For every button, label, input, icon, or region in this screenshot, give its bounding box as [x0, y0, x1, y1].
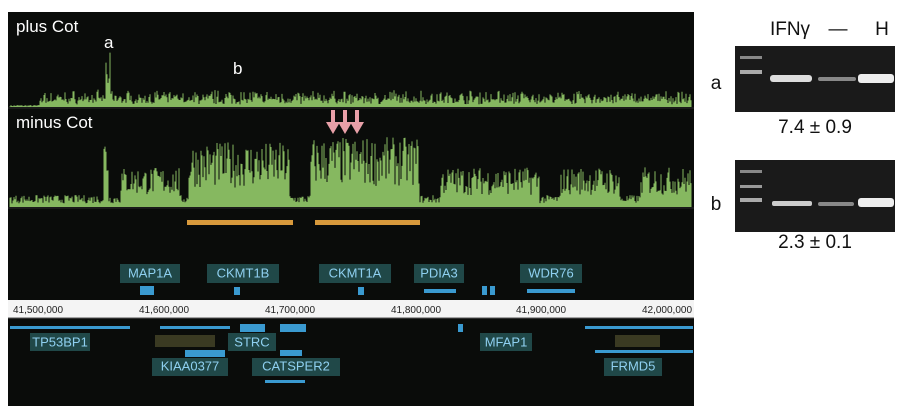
gene-label: CATSPER2	[262, 358, 330, 373]
gene-label: FRMD5	[611, 358, 656, 373]
gene-label: STRC	[234, 334, 269, 349]
signal-track	[9, 52, 692, 107]
signal	[9, 52, 692, 207]
lane-label: —	[829, 19, 848, 40]
lane-label: IFNγ	[770, 19, 811, 40]
ruler-label: 41,900,000	[516, 305, 566, 316]
lane-label: H	[875, 19, 889, 40]
gene-label: CKMT1B	[217, 265, 270, 280]
ruler-label: 42,000,000	[642, 305, 692, 316]
track-label: minus Cot	[16, 113, 93, 132]
ruler-label: 41,700,000	[265, 305, 315, 316]
gene-label: PDIA3	[420, 265, 458, 280]
ruler	[8, 300, 694, 318]
row-label: b	[711, 194, 722, 215]
gene-label: MFAP1	[485, 334, 528, 349]
ratio-value: 7.4 ± 0.9	[778, 117, 852, 138]
ratio-value: 2.3 ± 0.1	[778, 232, 852, 253]
ruler-label: 41,500,000	[13, 305, 63, 316]
region-bar	[187, 220, 293, 225]
gene-label: KIAA0377	[161, 358, 220, 373]
browser-panel	[8, 12, 694, 406]
gene-label: CKMT1A	[329, 265, 382, 280]
upper-genes: MAP1A CKMT1B CKMT1A PDIA3 WDR76	[120, 264, 582, 295]
ruler-labels: 41,500,000 41,600,000 41,700,000 41,800,…	[13, 305, 692, 316]
ruler-label: 41,800,000	[391, 305, 441, 316]
gene-label: TP53BP1	[32, 334, 88, 349]
track-label: plus Cot	[16, 17, 79, 36]
gene-label: MAP1A	[128, 265, 172, 280]
gel-panel: IFNγ — H a 7.4 ± 0.9 b 2.3 ± 0.1	[711, 19, 895, 253]
region-bar	[315, 220, 420, 225]
signal-track	[9, 137, 692, 207]
peak-label: a	[104, 33, 114, 52]
peak-label: b	[233, 59, 242, 78]
gene-label: WDR76	[528, 265, 574, 280]
ruler-label: 41,600,000	[139, 305, 189, 316]
row-label: a	[711, 73, 722, 94]
lower-genes: TP53BP1 STRC MFAP1 KIAA0377 CATSPER2 FRM…	[10, 324, 693, 383]
arrows	[326, 110, 364, 134]
